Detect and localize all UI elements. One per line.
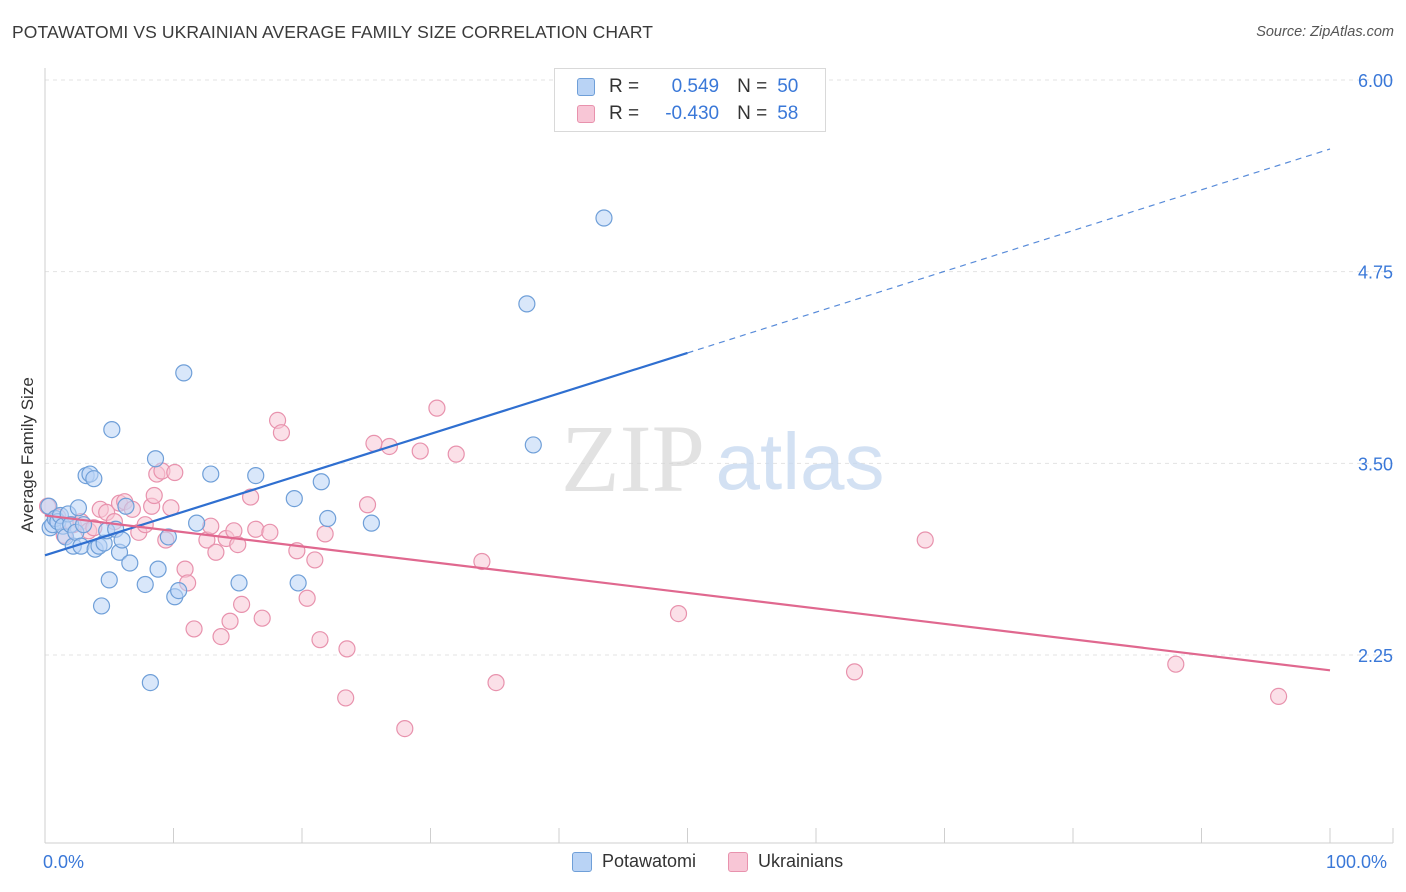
ukrainians-point: [185, 620, 203, 638]
ukrainians-point: [1269, 687, 1288, 706]
potawatomi-point: [319, 509, 337, 528]
ukrainians-point: [411, 442, 429, 460]
pink-swatch: [577, 105, 595, 123]
blue-swatch: [572, 851, 592, 872]
ukrainians-point: [221, 612, 239, 630]
legend-item-potawatomi: Potawatomi: [572, 851, 696, 872]
potawatomi-point: [362, 514, 380, 532]
n-label: N =: [737, 76, 768, 97]
y-tick-label: 3.50: [1358, 454, 1393, 474]
ukrainians-point: [272, 424, 291, 442]
r-label: R =: [609, 76, 640, 97]
ukrainians-point: [845, 663, 864, 681]
ukrainians-point: [428, 399, 446, 417]
potawatomi-point: [146, 450, 165, 468]
trend-lines: [44, 148, 1331, 672]
ukrainians-point: [316, 525, 334, 543]
watermark-atlas: atlas: [716, 417, 885, 506]
ukrainians-point: [212, 627, 230, 646]
ukrainians-point: [338, 640, 356, 658]
potawatomi-points: [40, 209, 613, 692]
ukrainians-point: [396, 719, 414, 738]
pink-swatch: [728, 851, 749, 872]
potawatomi-point: [202, 465, 220, 483]
potawatomi-point: [85, 470, 103, 488]
ukrainians-point: [202, 517, 220, 535]
potawatomi-point: [595, 209, 613, 227]
y-tick-label: 2.25: [1358, 646, 1393, 666]
r-value: -0.430: [665, 103, 720, 124]
y-tick-label: 6.00: [1358, 71, 1393, 91]
ukrainians-point: [306, 551, 324, 569]
ukrainians-point: [242, 488, 260, 506]
potawatomi-point: [136, 575, 154, 594]
potawatomi-point: [175, 364, 193, 382]
ukrainians-point: [447, 445, 465, 463]
ukrainians-point: [229, 535, 247, 554]
potawatomi-point: [230, 574, 248, 592]
r-label: R =: [609, 103, 640, 124]
watermark-zip: ZIP: [561, 405, 705, 512]
x-axis-min-label: 0.0%: [43, 852, 85, 872]
ukrainians-point: [916, 531, 934, 549]
legend-row-potawatomi: R = 0.549 N = 50: [577, 74, 798, 100]
grid-lines: [45, 79, 1395, 656]
potawatomi-trend-extension: [687, 148, 1331, 354]
ukrainians-point: [1167, 655, 1185, 673]
ukrainians-point: [166, 463, 184, 482]
source-label: Source: ZipAtlas.com: [1256, 24, 1394, 40]
potawatomi-point: [113, 531, 131, 549]
ukrainians-point: [298, 589, 316, 607]
potawatomi-point: [103, 421, 121, 439]
potawatomi-point: [289, 574, 307, 592]
potawatomi-point: [247, 467, 265, 485]
ukrainians-point: [253, 609, 271, 627]
potawatomi-point: [141, 673, 159, 692]
potawatomi-point: [159, 528, 177, 546]
legend-item-ukrainians: Ukrainians: [728, 851, 843, 872]
potawatomi-point: [149, 560, 167, 578]
ukrainians-point: [487, 673, 505, 692]
potawatomi-point: [524, 436, 542, 454]
legend-label: Potawatomi: [602, 851, 697, 871]
ukrainians-point: [337, 689, 355, 707]
potawatomi-trend-line: [44, 351, 688, 557]
y-axis-label: Average Family Size: [18, 377, 37, 533]
ukrainians-point: [358, 496, 377, 514]
ukrainians-trend-line: [44, 514, 1331, 672]
ukrainians-point: [261, 523, 279, 541]
chart-title: POTAWATOMI VS UKRAINIAN AVERAGE FAMILY S…: [12, 22, 654, 42]
potawatomi-point: [312, 473, 330, 491]
y-tick-labels: 2.25 3.50 4.75 6.00: [1358, 71, 1393, 666]
series-legend: Potawatomi Ukrainians: [572, 851, 875, 872]
x-axis-max-label: 100.0%: [1326, 852, 1388, 872]
n-value: 58: [777, 103, 799, 124]
ukrainians-point: [473, 552, 491, 571]
n-value: 50: [777, 76, 799, 97]
n-label: N =: [737, 103, 768, 124]
legend-label: Ukrainians: [758, 851, 844, 871]
r-value: 0.549: [671, 76, 720, 97]
potawatomi-point: [92, 597, 111, 615]
ukrainians-point: [311, 631, 329, 649]
potawatomi-point: [121, 554, 139, 572]
legend-row-ukrainians: R = -0.430 N = 58: [577, 101, 798, 127]
potawatomi-point: [285, 490, 303, 508]
potawatomi-point: [117, 497, 135, 515]
potawatomi-point: [100, 571, 118, 589]
potawatomi-point: [170, 581, 188, 600]
potawatomi-point: [69, 499, 88, 517]
y-tick-label: 4.75: [1358, 263, 1393, 283]
axes: [44, 68, 1394, 844]
potawatomi-point: [188, 514, 206, 532]
ukrainians-point: [233, 595, 251, 614]
ukrainians-point: [247, 520, 265, 538]
ukrainians-point: [145, 486, 163, 505]
potawatomi-point: [518, 295, 536, 313]
stats-legend: R = 0.549 N = 50 R = -0.430 N = 58: [554, 68, 826, 132]
blue-swatch: [577, 78, 595, 96]
ukrainians-point: [207, 543, 225, 561]
ukrainians-point: [669, 604, 688, 623]
